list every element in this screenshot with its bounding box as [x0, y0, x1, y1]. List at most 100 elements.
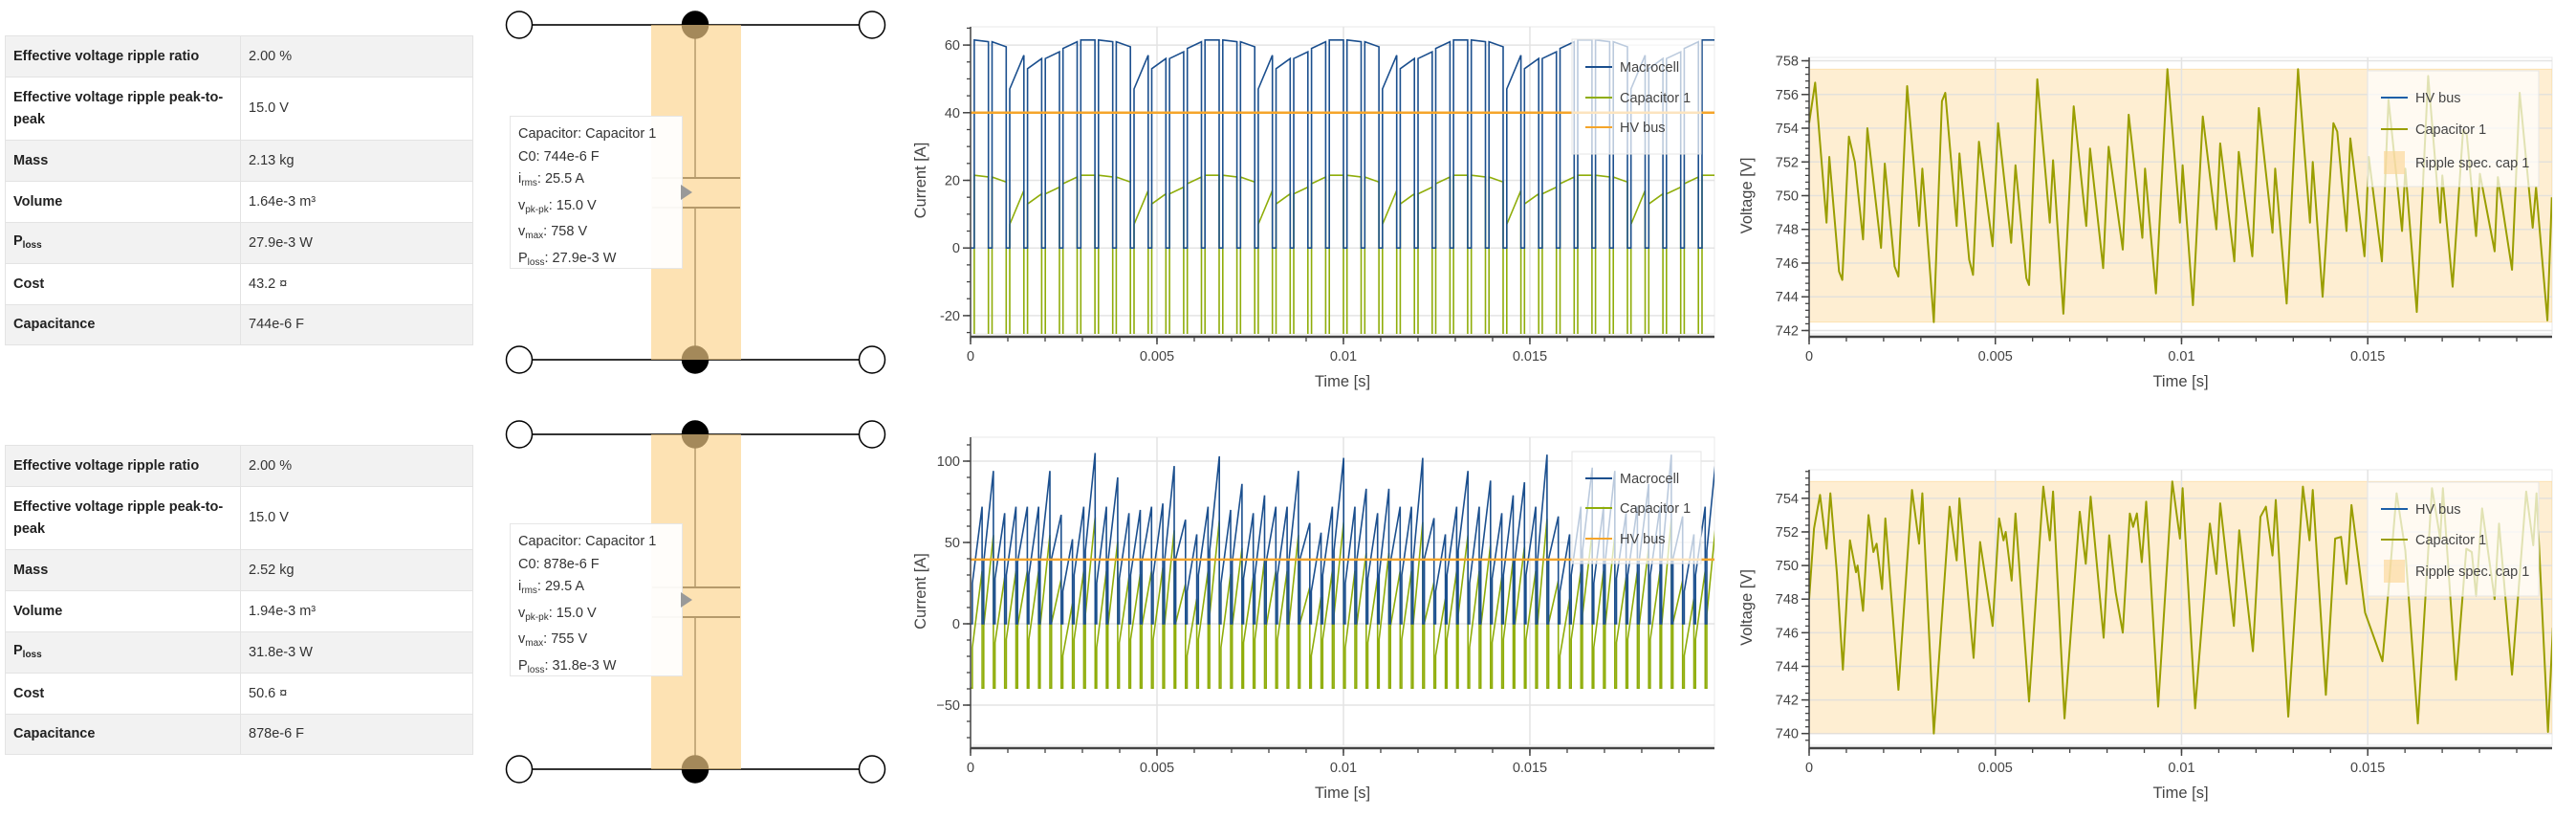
table-row: Mass 2.13 kg [5, 140, 473, 182]
property-value: 1.94e-3 m³ [240, 590, 473, 632]
legend[interactable]: Macrocell Capacitor 1 HV bus [1571, 451, 1702, 564]
property-label-text: Volume [13, 603, 63, 619]
legend-item[interactable]: Capacitor 1 [1585, 501, 1691, 517]
x-tick-label: 0.005 [1140, 349, 1174, 365]
terminal-top-right[interactable] [858, 11, 886, 39]
terminal-bottom-right[interactable] [858, 755, 886, 784]
tooltip-arrow-icon [681, 592, 692, 608]
terminal-top-left[interactable] [505, 11, 534, 39]
tooltip-value: Capacitor 1 [585, 126, 657, 142]
y-tick-label: 756 [1776, 88, 1799, 103]
chart-1[interactable]: -20 0 20 40 60 0 0.005 0.01 0.015 Time [s] Current… [912, 26, 1752, 390]
legend-item[interactable]: Capacitor 1 [2381, 533, 2486, 548]
property-label: Cost [5, 263, 241, 305]
property-label: Ploss [5, 222, 241, 264]
property-label: Mass [5, 140, 241, 182]
property-label-text: Capacitance [13, 317, 96, 332]
legend-item[interactable]: HV bus [2381, 502, 2461, 518]
tooltip-value: 744e-6 F [543, 148, 600, 165]
terminal-bottom-left[interactable] [505, 345, 534, 374]
y-tick-label: 744 [1776, 659, 1799, 674]
legend-label: HV bus [1620, 121, 1666, 136]
x-tick-label: 0.015 [2350, 349, 2385, 365]
tooltip-line: vmax: 755 V [518, 631, 588, 649]
legend-item[interactable]: HV bus [1585, 121, 1666, 136]
tooltip-key-subscript: loss [527, 664, 545, 675]
table-row: Cost 50.6 ¤ [5, 673, 473, 715]
legend-item[interactable]: Ripple spec. cap 1 [2384, 560, 2529, 583]
legend-label: Capacitor 1 [2415, 122, 2486, 138]
y-axis-title: Voltage [V] [1738, 158, 1756, 234]
tooltip-key: i [518, 171, 522, 187]
property-label: Volume [5, 590, 241, 632]
tooltip-value: 15.0 V [556, 605, 597, 621]
series-capacitor-1 [971, 517, 1714, 690]
legend-label: Ripple spec. cap 1 [2415, 156, 2529, 171]
x-tick-label: 0.01 [1330, 761, 1357, 776]
tooltip-line: irms: 29.5 A [518, 579, 585, 596]
property-value: 15.0 V [240, 486, 473, 550]
chart-2[interactable]: −50 0 50 100 0 0.005 0.01 0.015 Time [s] Current … [912, 436, 1752, 802]
tooltip-key-subscript: rms [521, 586, 537, 596]
legend-item[interactable]: HV bus [1585, 532, 1666, 547]
terminal-bottom-left[interactable] [505, 755, 534, 784]
x-axis-title: Time [s] [2152, 785, 2208, 802]
tooltip-key: v [518, 631, 526, 647]
y-tick-label: 758 [1776, 55, 1799, 70]
property-value: 31.8e-3 W [240, 631, 473, 674]
y-tick-label: 752 [1776, 155, 1799, 170]
table-row: Ploss 31.8e-3 W [5, 631, 473, 674]
y-tick-label: 754 [1776, 122, 1799, 137]
legend-item[interactable]: Capacitor 1 [2381, 122, 2486, 138]
property-label-text: Cost [13, 685, 45, 701]
tooltip-key: P [518, 250, 528, 266]
property-label-text: Volume [13, 193, 63, 210]
chart-4[interactable]: 740 742 744 746 748 750 752 754 0 0.005 0.01 0.015 T… [1738, 469, 2553, 802]
y-tick-label: 754 [1776, 492, 1799, 507]
terminal-top-left[interactable] [505, 420, 534, 449]
properties-table: Effective voltage ripple ratio 2.00 % Effe… [5, 445, 473, 755]
properties-table: Effective voltage ripple ratio 2.00 % Effe… [5, 35, 473, 345]
tooltip-line: vpk-pk: 15.0 V [518, 197, 597, 215]
legend[interactable]: HV bus Capacitor 1 Ripple spec. cap 1 [2367, 70, 2540, 188]
x-axis-title: Time [s] [1315, 785, 1370, 802]
legend-item[interactable]: Capacitor 1 [1585, 91, 1691, 106]
tooltip-value: 29.5 A [544, 579, 585, 594]
y-tick-label: 742 [1776, 694, 1799, 709]
terminal-top-right[interactable] [858, 420, 886, 449]
legend-swatch-band [2384, 560, 2405, 583]
terminal-bottom-right[interactable] [858, 345, 886, 374]
chart-3[interactable]: 742 744 746 748 750 752 754 756 758 0 0.005 0.01 0.0… [1738, 55, 2553, 390]
y-tick-label: 100 [937, 454, 960, 470]
tooltip-key-subscript: loss [527, 256, 545, 268]
tooltip-key: P [518, 657, 528, 674]
x-tick-label: 0 [967, 349, 974, 365]
legend-item[interactable]: Ripple spec. cap 1 [2384, 151, 2529, 174]
legend-item[interactable]: Macrocell [1585, 472, 1679, 487]
x-tick-label: 0.005 [1978, 761, 2013, 776]
series-capacitor-1-voltage [1809, 480, 2552, 735]
tooltip-value: Capacitor 1 [585, 534, 657, 549]
legend-item[interactable]: HV bus [2381, 91, 2461, 106]
tooltip-key-subscript: pk-pk [525, 204, 549, 215]
property-label-text: Effective voltage ripple peak-to-peak [13, 89, 224, 127]
table-row: Effective voltage ripple peak-to-peak 15.… [5, 486, 473, 550]
legend-label: HV bus [1620, 532, 1666, 547]
x-tick-label: 0.015 [1513, 761, 1547, 776]
property-label-text: Effective voltage ripple ratio [13, 457, 200, 474]
legend[interactable]: HV bus Capacitor 1 Ripple spec. cap 1 [2367, 481, 2540, 597]
property-value: 2.52 kg [240, 549, 473, 591]
y-tick-label: 746 [1776, 626, 1799, 641]
tooltip-value: 878e-6 F [543, 556, 600, 572]
tooltip-value: 27.9e-3 W [552, 250, 617, 266]
y-tick-label: 748 [1776, 592, 1799, 608]
property-label: Ploss [5, 631, 241, 674]
table-row: Capacitance 878e-6 F [5, 714, 473, 755]
legend-item[interactable]: Macrocell [1585, 60, 1679, 76]
table-row: Effective voltage ripple ratio 2.00 % [5, 35, 473, 77]
legend-label: HV bus [2415, 91, 2461, 106]
tooltip-value: 25.5 A [544, 171, 585, 187]
y-tick-label: 0 [952, 241, 960, 256]
legend[interactable]: Macrocell Capacitor 1 HV bus [1571, 38, 1702, 155]
